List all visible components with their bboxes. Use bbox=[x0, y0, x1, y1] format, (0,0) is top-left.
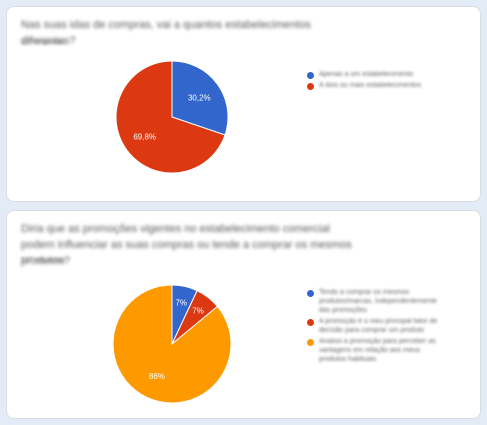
legend-label: Analiso a promoção para perceber as vant… bbox=[319, 337, 447, 364]
legend-label: A dois ou mais estabelecimentos bbox=[319, 81, 421, 90]
legend-item: Tendo a comprar os mesmos produtos/marca… bbox=[307, 288, 447, 315]
legend-item: Apenas a um estabelecimento bbox=[307, 70, 442, 79]
slice-label: 7% bbox=[192, 306, 204, 315]
slice-label: 30,2% bbox=[188, 93, 211, 102]
slice-label: 86% bbox=[149, 372, 165, 381]
legend-swatch bbox=[307, 339, 314, 346]
pie-chart: 30,2% 69,8% bbox=[7, 7, 482, 203]
legend-swatch bbox=[307, 319, 314, 326]
legend-label: Tendo a comprar os mesmos produtos/marca… bbox=[319, 288, 447, 315]
legend-swatch bbox=[307, 72, 314, 79]
chart-legend: Apenas a um estabelecimento A dois ou mai… bbox=[307, 70, 442, 92]
legend-item: Analiso a promoção para perceber as vant… bbox=[307, 337, 447, 364]
slice-label: 69,8% bbox=[133, 133, 156, 142]
question-card-2: Diria que as promoções vigentes no estab… bbox=[6, 210, 481, 419]
slice-label: 7% bbox=[175, 299, 187, 308]
legend-label: Apenas a um estabelecimento bbox=[319, 70, 413, 79]
chart-legend: Tendo a comprar os mesmos produtos/marca… bbox=[307, 288, 447, 366]
legend-label: A promoção é o meu principal fator de de… bbox=[319, 317, 447, 335]
question-card-1: Nas suas idas de compras, vai a quantos … bbox=[6, 6, 481, 202]
legend-swatch bbox=[307, 83, 314, 90]
legend-item: A promoção é o meu principal fator de de… bbox=[307, 317, 447, 335]
legend-item: A dois ou mais estabelecimentos bbox=[307, 81, 442, 90]
legend-swatch bbox=[307, 290, 314, 297]
